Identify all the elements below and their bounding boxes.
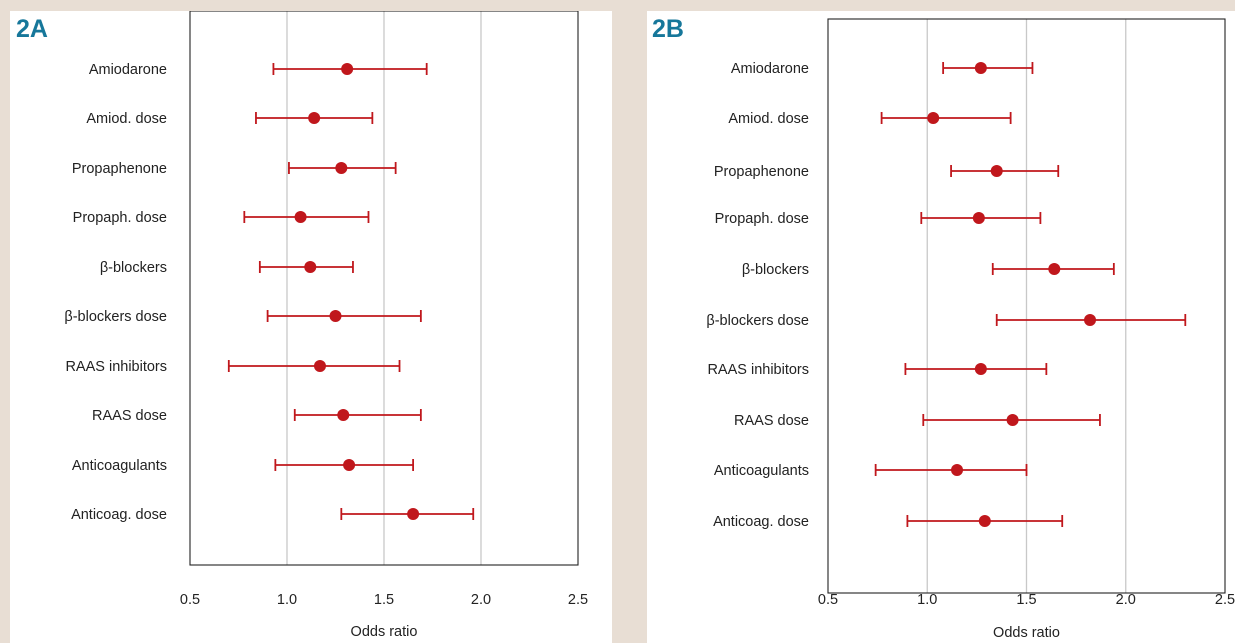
odds-ratio-point	[974, 363, 987, 375]
forest-plot-2a: 2A Amiodarone Amiod. dose Propaphenone Propa…	[16, 11, 588, 640]
odds-ratio-point	[927, 112, 940, 124]
x-tick-label: 2.5	[568, 592, 588, 608]
category-label: β-blockers dose	[706, 313, 809, 329]
forest-plot-2b: 2B Amiodarone Amiod. dose Propaphenone Propa…	[652, 15, 1235, 641]
odds-ratio-point	[1006, 414, 1019, 426]
category-label: RAAS inhibitors	[707, 362, 809, 378]
x-axis-label: Odds ratio	[993, 625, 1060, 641]
category-label: RAAS dose	[92, 408, 167, 424]
panel-label: 2B	[652, 15, 684, 43]
category-label: Anticoagulants	[72, 458, 167, 474]
category-label: Amiodarone	[731, 61, 809, 77]
odds-ratio-point	[313, 360, 326, 372]
panel-label: 2A	[16, 15, 48, 43]
category-label: Amiod. dose	[728, 111, 809, 127]
category-label: Propaphenone	[714, 164, 809, 180]
category-label: β-blockers	[742, 262, 809, 278]
category-label: β-blockers dose	[64, 309, 167, 325]
x-axis-label: Odds ratio	[351, 624, 418, 640]
x-tick-label: 0.5	[818, 592, 838, 608]
category-label: RAAS dose	[734, 413, 809, 429]
category-label: Propaph. dose	[73, 210, 167, 226]
odds-ratio-point	[308, 112, 321, 124]
forest-plot-panel-2a: 2A Amiodarone Amiod. dose Propaphenone Propa…	[10, 11, 612, 643]
x-tick-label: 1.0	[277, 592, 297, 608]
x-tick-label: 2.0	[471, 592, 491, 608]
odds-ratio-point	[329, 310, 342, 322]
forest-plot-panel-2b: 2B Amiodarone Amiod. dose Propaphenone Propa…	[647, 11, 1235, 643]
category-label: RAAS inhibitors	[65, 359, 167, 375]
odds-ratio-point	[343, 459, 356, 471]
x-tick-label: 2.5	[1215, 592, 1235, 608]
category-label: Propaphenone	[72, 161, 167, 177]
x-tick-label: 0.5	[180, 592, 200, 608]
odds-ratio-point	[294, 211, 307, 223]
category-label: Amiodarone	[89, 62, 167, 78]
category-label: Propaph. dose	[715, 211, 809, 227]
odds-ratio-point	[974, 62, 987, 74]
x-tick-label: 1.5	[1016, 592, 1036, 608]
odds-ratio-point	[1084, 314, 1097, 326]
odds-ratio-point	[990, 165, 1003, 177]
category-label: Anticoag. dose	[71, 507, 167, 523]
odds-ratio-point	[407, 508, 420, 520]
category-label: Anticoag. dose	[713, 514, 809, 530]
category-label: β-blockers	[100, 260, 167, 276]
x-tick-label: 2.0	[1116, 592, 1136, 608]
odds-ratio-point	[335, 162, 348, 174]
odds-ratio-point	[951, 464, 964, 476]
x-tick-label: 1.5	[374, 592, 394, 608]
odds-ratio-point	[341, 63, 354, 75]
odds-ratio-point	[304, 261, 317, 273]
odds-ratio-point	[1048, 263, 1061, 275]
odds-ratio-point	[337, 409, 350, 421]
category-label: Anticoagulants	[714, 463, 809, 479]
plot-frame	[189, 11, 579, 566]
plot-frame	[827, 18, 1226, 594]
category-label: Amiod. dose	[86, 111, 167, 127]
x-tick-label: 1.0	[917, 592, 937, 608]
odds-ratio-point	[978, 515, 991, 527]
odds-ratio-point	[972, 212, 985, 224]
